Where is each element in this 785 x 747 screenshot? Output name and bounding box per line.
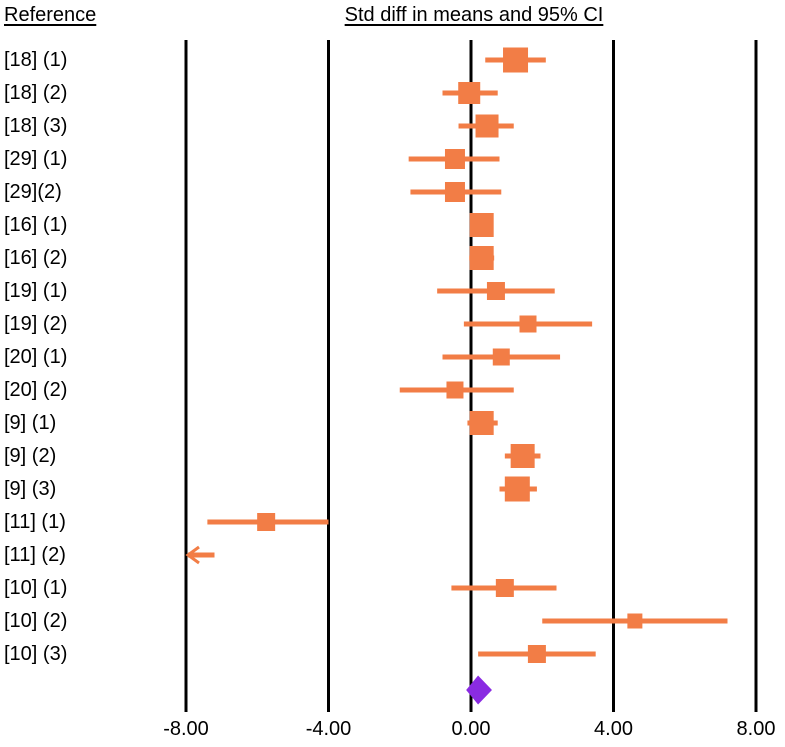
point-estimate-square (503, 47, 529, 73)
study-label: [20] (2) (4, 379, 68, 401)
study-label: [19] (2) (4, 313, 68, 335)
point-estimate-square (475, 114, 499, 138)
study-label: [18] (2) (4, 82, 68, 104)
study-label: [9] (3) (4, 478, 57, 500)
point-estimate-square (469, 213, 494, 237)
study-label: [9] (2) (4, 445, 57, 467)
point-estimate-square (527, 645, 546, 663)
study-label: [11] (2) (4, 544, 66, 566)
study-label: [10] (3) (4, 643, 68, 665)
study-label: [18] (3) (4, 115, 68, 137)
study-label: [9] (1) (4, 412, 57, 434)
point-estimate-square (510, 444, 535, 468)
point-estimate-square (469, 411, 494, 435)
study-label: [19] (1) (4, 280, 68, 302)
study-label: [16] (2) (4, 247, 68, 269)
reference-column-header: Reference (4, 4, 97, 26)
point-estimate-square (446, 381, 464, 399)
point-estimate-square (444, 149, 465, 169)
point-estimate-square (495, 579, 514, 597)
x-tick-label: 0.00 (452, 718, 491, 740)
point-estimate-square (492, 348, 510, 366)
point-estimate-square (504, 476, 530, 502)
point-estimate-square (444, 182, 465, 202)
study-label: [10] (2) (4, 610, 68, 632)
study-label: [18] (1) (4, 49, 68, 71)
point-estimate-square (519, 315, 537, 333)
point-estimate-square (257, 513, 276, 531)
point-estimate-square (458, 82, 481, 104)
study-label: [11] (1) (4, 511, 66, 533)
point-estimate-square (627, 613, 643, 629)
summary-diamond (466, 675, 492, 705)
study-label: [20] (1) (4, 346, 68, 368)
effect-column-header: Std diff in means and 95% CI (344, 4, 604, 26)
study-label: [16] (1) (4, 214, 68, 236)
x-tick-label: 8.00 (737, 718, 776, 740)
x-tick-label: -8.00 (163, 718, 209, 740)
point-estimate-square (469, 246, 494, 270)
point-estimate-square (486, 282, 505, 300)
study-label: [29](2) (4, 181, 62, 203)
x-tick-label: -4.00 (306, 718, 352, 740)
truncation-arrow (185, 545, 200, 565)
study-label: [10] (1) (4, 577, 68, 599)
study-label: [29] (1) (4, 148, 68, 170)
x-tick-label: 4.00 (594, 718, 633, 740)
